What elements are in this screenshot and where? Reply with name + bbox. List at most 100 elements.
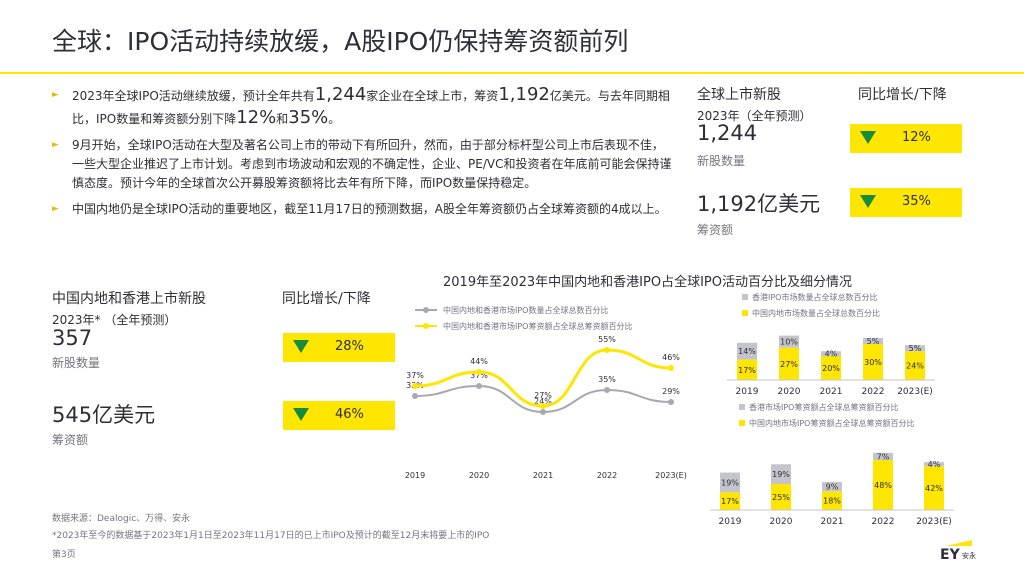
- amount-decline-highlight: 35%: [288, 107, 329, 128]
- x-tick-label: 2020: [770, 517, 793, 527]
- bullet-text: 家企业在全球上市，筹资: [366, 89, 499, 103]
- x-tick-label: 2021: [533, 471, 553, 480]
- global-amount-label: 筹资额: [697, 223, 734, 237]
- chart-title: 2019年至2023年中国内地和香港IPO占全球IPO活动百分比及细分情况: [443, 275, 852, 290]
- china-panel-heading: 中国内地和香港上市新股: [52, 291, 206, 307]
- bar-label: 30%: [864, 358, 882, 367]
- data-point: [604, 347, 610, 353]
- bar-segment: [771, 464, 791, 484]
- bar-segment: [779, 347, 799, 380]
- china-count-label: 新股数量: [52, 356, 101, 370]
- data-point: [412, 393, 418, 399]
- china-yoy-heading: 同比增长/下降: [282, 291, 371, 307]
- x-tick-label: 2020: [469, 471, 489, 480]
- x-tick-label: 2021: [821, 517, 844, 527]
- bar-segment: [873, 452, 893, 461]
- bar-segment: [779, 335, 799, 348]
- china-count-value: 357: [52, 326, 93, 350]
- down-arrow-icon: [293, 408, 309, 421]
- data-point: [668, 365, 674, 371]
- bar-segment: [863, 338, 883, 344]
- bullet-text: 和: [276, 112, 289, 126]
- bar-segment: [924, 466, 944, 510]
- global-count-highlight: 1,244: [314, 84, 367, 105]
- bar-segment: [905, 351, 925, 380]
- x-tick-label: 2023(E): [655, 471, 687, 480]
- china-panel-subheading: 2023年* （全年预测）: [52, 313, 177, 327]
- bar-segment: [821, 351, 841, 356]
- legend-marker: [423, 323, 429, 329]
- global-count-change-box: 12%: [850, 124, 962, 153]
- down-arrow-icon: [860, 131, 876, 144]
- bar-label: 9%: [826, 483, 839, 492]
- data-point: [540, 403, 546, 409]
- bar-label: 5%: [867, 337, 880, 346]
- legend-label: 香港市场IPO筹资额占全球总筹资额百分比: [749, 402, 898, 412]
- bar-segment: [822, 481, 842, 492]
- global-amount-value: 1,192亿美元: [697, 192, 821, 216]
- global-amount-highlight: 1,192: [498, 84, 550, 105]
- bar-label: 24%: [906, 362, 924, 371]
- bar-segment: [720, 492, 740, 510]
- bar-label: 19%: [721, 478, 739, 487]
- summary-bullets: 2023年全球IPO活动继续放缓，预计全年共有1,244家企业在全球上市，筹资1…: [52, 84, 672, 225]
- data-label: 44%: [470, 357, 488, 366]
- bar-label: 25%: [772, 493, 790, 502]
- x-tick-label: 2019: [405, 471, 425, 480]
- legend-label: 香港IPO市场数量占全球总数百分比: [752, 292, 877, 302]
- bar-segment: [873, 460, 893, 510]
- china-count-change-box: 28%: [283, 333, 395, 362]
- data-label: 46%: [662, 353, 680, 362]
- bar-label: 7%: [877, 452, 890, 461]
- bar-label: 48%: [874, 481, 892, 490]
- logo-text: EY: [940, 547, 960, 563]
- global-amount-change-box: 35%: [850, 188, 962, 217]
- x-tick-label: 2019: [736, 387, 759, 397]
- bar-segment: [737, 342, 757, 360]
- data-label: 37%: [470, 371, 488, 380]
- legend-label: 中国内地市场IPO筹资额占全球总筹资额百分比: [749, 418, 914, 428]
- bar-label: 5%: [909, 344, 922, 353]
- china-amount-value: 545亿美元: [52, 403, 156, 427]
- china-amount-change: 46%: [335, 407, 364, 422]
- x-tick-label: 2023(E): [916, 517, 952, 527]
- global-amount-change: 35%: [902, 194, 931, 209]
- global-count-value: 1,244: [697, 121, 758, 145]
- data-label: 24%: [534, 397, 552, 406]
- page-number: 第3页: [52, 550, 76, 560]
- title-divider: [0, 72, 1024, 74]
- data-source-note: 数据来源：Dealogic、万得、安永: [52, 514, 191, 524]
- bar-label: 4%: [928, 460, 941, 469]
- amount-share-bar-chart: 香港市场IPO筹资额占全球总筹资额百分比中国内地市场IPO筹资额占全球总筹资额百…: [710, 402, 954, 527]
- x-tick-label: 2021: [820, 387, 843, 397]
- bar-label: 42%: [925, 484, 943, 493]
- bullet-text: 2023年全球IPO活动继续放缓，预计全年共有: [72, 89, 315, 103]
- data-label: 27%: [534, 391, 552, 400]
- global-panel-subheading: 2023年（全年预测）: [697, 109, 812, 123]
- bar-label: 17%: [721, 497, 739, 506]
- bar-segment: [924, 462, 944, 467]
- bar-label: 19%: [772, 470, 790, 479]
- bar-segment: [822, 491, 842, 510]
- data-label: 29%: [662, 387, 680, 396]
- legend-swatch: [739, 404, 745, 410]
- legend-label: 中国内地和香港市场IPO筹资额占全球总筹资额百分比: [443, 321, 632, 331]
- data-point: [668, 399, 674, 405]
- legend-label: 中国内地和香港市场IPO数量占全球总数百分比: [443, 305, 608, 315]
- global-count-change: 12%: [902, 130, 931, 145]
- bullet-text: 亿美元。与去年同期相比，IPO数量和筹资额分别下降: [72, 89, 670, 126]
- x-tick-label: 2022: [862, 387, 885, 397]
- count-decline-highlight: 12%: [236, 107, 277, 128]
- data-label: 55%: [598, 335, 616, 344]
- x-tick-label: 2022: [597, 471, 617, 480]
- line-chart: 中国内地和香港市场IPO数量占全球总数百分比中国内地和香港市场IPO筹资额占全球…: [405, 305, 687, 480]
- x-tick-label: 2019: [719, 517, 742, 527]
- legend-label: 中国内地市场数量占全球总数百分比: [752, 308, 880, 318]
- page-title: 全球：IPO活动持续放缓，A股IPO仍保持筹资额前列: [52, 27, 629, 56]
- data-point: [476, 369, 482, 375]
- legend-swatch: [739, 420, 745, 426]
- data-point: [476, 383, 482, 389]
- china-amount-change-box: 46%: [283, 401, 395, 430]
- down-arrow-icon: [860, 195, 876, 208]
